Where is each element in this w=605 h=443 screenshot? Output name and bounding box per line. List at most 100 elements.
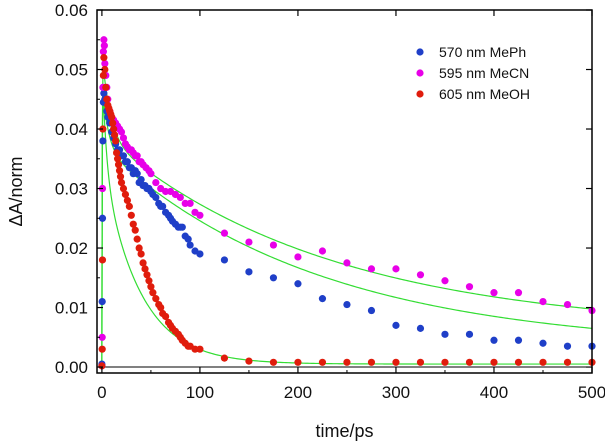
data-point-series-2 xyxy=(109,119,117,127)
data-point-series-2 xyxy=(127,211,135,219)
data-point-series-1 xyxy=(441,277,449,285)
data-point-series-0 xyxy=(196,250,204,258)
fit-curve-1 xyxy=(101,70,593,368)
data-point-series-0 xyxy=(416,324,425,332)
data-point-series-1 xyxy=(563,300,572,309)
data-point-series-0 xyxy=(490,336,498,344)
axis-ticks: 0 100 200 300 400 500 0.00 0.01 0.02 0.03 0.04 0.05… xyxy=(55,1,605,402)
data-point-series-2 xyxy=(113,149,121,157)
data-point-series-2 xyxy=(416,358,425,366)
legend-marker-570nm-meph xyxy=(416,48,424,56)
data-point-series-0 xyxy=(220,256,229,264)
x-tick-label: 0 xyxy=(97,383,106,402)
data-point-series-2 xyxy=(108,113,116,121)
data-point-series-0 xyxy=(294,280,302,288)
data-point-series-2 xyxy=(152,295,160,303)
data-point-series-2 xyxy=(245,357,253,365)
legend-label-570nm-meph: 570 nm MePh xyxy=(439,44,526,60)
data-point-series-0 xyxy=(123,158,131,166)
data-point-series-1 xyxy=(186,199,194,207)
data-point-series-0 xyxy=(159,202,167,210)
data-point-series-2 xyxy=(99,71,107,80)
legend: 570 nm MePh 595 nm MeCN 605 nm MeOH xyxy=(416,44,530,102)
data-point-series-1 xyxy=(119,134,128,142)
data-point-series-2 xyxy=(141,265,149,273)
y-axis-title: ΔA/norm xyxy=(6,156,26,226)
data-point-series-2 xyxy=(98,256,107,264)
data-point-series-0 xyxy=(563,342,572,350)
data-point-series-2 xyxy=(563,358,572,366)
data-point-series-0 xyxy=(539,339,547,347)
legend-marker-595nm-mecn xyxy=(416,69,424,77)
data-point-series-1 xyxy=(196,211,204,219)
y-tick-label: 0.00 xyxy=(55,358,88,377)
data-point-series-0 xyxy=(184,235,192,243)
data-point-series-1 xyxy=(99,48,107,56)
data-point-series-2 xyxy=(102,83,110,91)
data-point-series-1 xyxy=(490,289,498,297)
data-point-series-2 xyxy=(441,358,449,366)
data-point-series-2 xyxy=(112,137,120,145)
data-point-series-1 xyxy=(318,247,327,255)
x-tick-label: 500 xyxy=(578,383,605,402)
data-point-series-2 xyxy=(114,161,123,169)
y-tick-label: 0.02 xyxy=(55,239,88,258)
data-point-series-1 xyxy=(101,59,109,68)
x-tick-label: 100 xyxy=(186,383,214,402)
legend-label-595nm-mecn: 595 nm MeCN xyxy=(439,65,529,81)
data-point-series-2 xyxy=(131,226,139,234)
data-point-series-0 xyxy=(392,321,400,329)
data-point-series-1 xyxy=(245,238,253,246)
data-point-series-1 xyxy=(220,229,229,237)
data-point-series-2 xyxy=(135,244,143,252)
data-point-series-1 xyxy=(100,42,108,50)
data-point-series-2 xyxy=(123,196,131,205)
plot-frame xyxy=(96,9,593,374)
data-point-series-2 xyxy=(137,250,145,258)
data-point-series-1 xyxy=(98,333,106,341)
y-tick-label: 0.03 xyxy=(55,180,88,199)
data-point-series-2 xyxy=(125,202,133,210)
data-point-series-2 xyxy=(490,358,498,366)
data-point-series-0 xyxy=(441,330,449,338)
legend-marker-605nm-meoh xyxy=(416,90,424,98)
data-points xyxy=(98,36,596,370)
data-point-series-0 xyxy=(269,274,278,282)
data-point-series-2 xyxy=(98,345,106,353)
data-point-series-2 xyxy=(103,95,111,103)
data-point-series-1 xyxy=(416,271,425,279)
data-point-series-1 xyxy=(147,170,155,178)
data-point-series-2 xyxy=(294,358,302,366)
data-point-series-2 xyxy=(269,358,278,366)
data-point-series-0 xyxy=(137,176,145,184)
data-point-series-0 xyxy=(100,89,108,97)
data-point-series-0 xyxy=(178,223,186,231)
data-point-series-2 xyxy=(539,358,547,366)
x-tick-label: 400 xyxy=(480,383,508,402)
data-point-series-0 xyxy=(119,152,128,160)
data-point-series-1 xyxy=(269,241,278,249)
data-point-series-1 xyxy=(539,297,547,306)
data-point-series-2 xyxy=(465,358,474,366)
data-point-series-2 xyxy=(111,131,119,139)
y-tick-label: 0.01 xyxy=(55,299,88,318)
data-point-series-2 xyxy=(143,271,151,279)
y-tick-label: 0.06 xyxy=(55,1,88,20)
data-point-series-2 xyxy=(98,362,106,370)
data-point-series-1 xyxy=(343,259,351,267)
data-point-series-0 xyxy=(245,268,253,276)
data-point-series-2 xyxy=(514,358,523,366)
data-point-series-0 xyxy=(318,295,327,303)
data-point-series-2 xyxy=(129,220,137,228)
data-point-series-2 xyxy=(392,358,400,366)
data-point-series-2 xyxy=(117,178,126,187)
data-point-series-2 xyxy=(119,184,128,193)
data-point-series-2 xyxy=(145,277,153,285)
y-tick-label: 0.05 xyxy=(55,61,88,80)
data-point-series-2 xyxy=(149,289,157,297)
data-point-series-0 xyxy=(133,170,141,178)
data-point-series-0 xyxy=(98,214,107,222)
data-point-series-2 xyxy=(220,354,229,362)
data-point-series-2 xyxy=(162,312,170,321)
data-point-series-0 xyxy=(152,193,160,202)
